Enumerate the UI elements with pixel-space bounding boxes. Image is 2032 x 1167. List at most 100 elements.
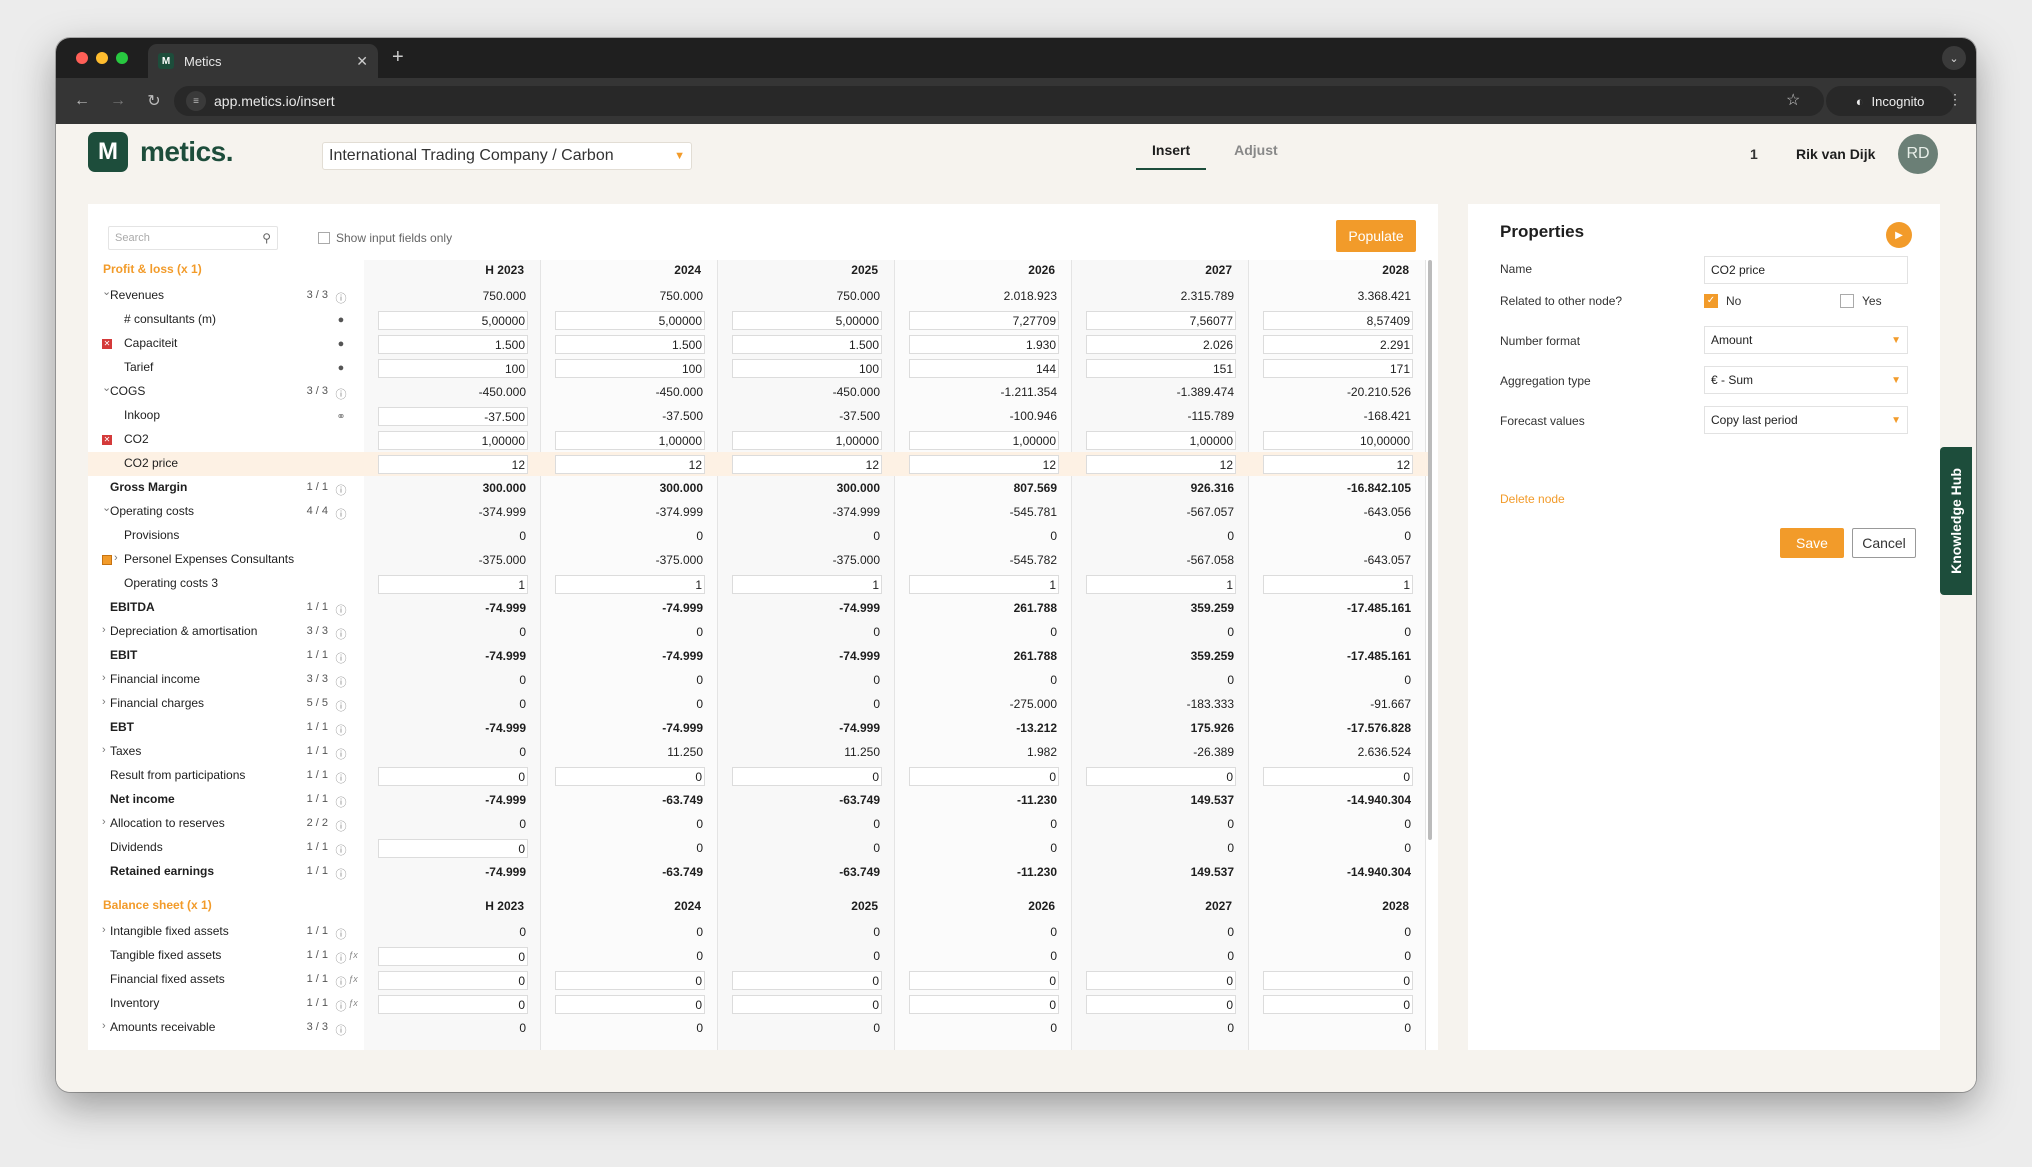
value-input[interactable]: 8,57409	[1263, 311, 1413, 330]
chevron-icon[interactable]: ⌄	[102, 286, 112, 298]
reload-icon[interactable]: ↻	[147, 93, 161, 110]
new-tab-icon[interactable]: +	[392, 46, 404, 68]
delete-node-link[interactable]: Delete node	[1500, 492, 1565, 506]
chevron-icon[interactable]: ›	[102, 744, 106, 756]
chevron-icon[interactable]: ›	[102, 672, 106, 684]
value-input[interactable]: 0	[555, 971, 705, 990]
value-input[interactable]: 1.930	[909, 335, 1059, 354]
value-input[interactable]: 1	[1086, 575, 1236, 594]
number-format-select[interactable]: Amount ▼	[1704, 326, 1908, 354]
table-row[interactable]: ⌄ Revenues 3 / 3 ⓘ 750.000 750.000 750.000 2.01…	[88, 284, 1428, 308]
info-icon[interactable]: ⓘ	[335, 677, 347, 689]
forecast-select[interactable]: Copy last period ▼	[1704, 406, 1908, 434]
table-row[interactable]: # consultants (m) ● 5,00000 5,00000 5,00000 7…	[88, 308, 1428, 332]
value-input[interactable]: 1	[555, 575, 705, 594]
value-input[interactable]: 1	[378, 575, 528, 594]
info-icon[interactable]: ⓘ	[335, 701, 347, 713]
value-input[interactable]: 1,00000	[909, 431, 1059, 450]
value-input[interactable]: 1	[1263, 575, 1413, 594]
value-input[interactable]: 171	[1263, 359, 1413, 378]
tab-insert[interactable]: Insert	[1136, 136, 1207, 170]
value-input[interactable]: 0	[1263, 995, 1413, 1014]
info-icon[interactable]: ⓘ	[335, 389, 347, 401]
table-row[interactable]: CO2 price 12 12 12 12 12 12	[88, 452, 1428, 476]
back-icon[interactable]: ←	[74, 92, 90, 109]
minimize-window-icon[interactable]	[96, 52, 108, 64]
tab-search-chevron-icon[interactable]: ⌄	[1942, 46, 1966, 70]
info-icon[interactable]: ⓘ	[335, 977, 347, 989]
info-icon[interactable]: ⓘ	[335, 797, 347, 809]
function-icon[interactable]: ƒx	[348, 998, 358, 1008]
value-input[interactable]: 151	[1086, 359, 1236, 378]
table-row[interactable]: › Taxes 1 / 1 ⓘ 0 11.250 11.250 1.982 -26.389 2.6…	[88, 740, 1428, 764]
chevron-icon[interactable]: ›	[102, 924, 106, 936]
value-input[interactable]: 1.500	[732, 335, 882, 354]
table-row[interactable]: Provisions 0 0 0 0 0 0	[88, 524, 1428, 548]
tab-adjust[interactable]: Adjust	[1234, 142, 1278, 158]
bs-section-title[interactable]: Balance sheet (x 1)	[103, 898, 212, 912]
chevron-icon[interactable]: ›	[102, 696, 106, 708]
related-no-option[interactable]: ✓ No	[1704, 294, 1741, 308]
value-input[interactable]: 1,00000	[378, 431, 528, 450]
notification-count[interactable]: 1	[1750, 146, 1758, 162]
value-input[interactable]: 1,00000	[555, 431, 705, 450]
chevron-icon[interactable]: ›	[102, 816, 106, 828]
table-row[interactable]: EBITDA 1 / 1 ⓘ -74.999 -74.999 -74.999 261.788…	[88, 596, 1428, 620]
table-row[interactable]: › Allocation to reserves 2 / 2 ⓘ 0 0 0 0 0 0	[88, 812, 1428, 836]
table-row[interactable]: Operating costs 3 1 1 1 1 1 1	[88, 572, 1428, 596]
info-icon[interactable]: ⓘ	[335, 509, 347, 521]
tab-close-icon[interactable]: ✕	[356, 52, 368, 69]
avatar[interactable]: RD	[1898, 134, 1938, 174]
value-input[interactable]: 5,00000	[555, 311, 705, 330]
info-icon[interactable]: ⓘ	[335, 869, 347, 881]
table-row[interactable]: ✕ CO2 1,00000 1,00000 1,00000 1,00000 1,00000 1…	[88, 428, 1428, 452]
site-settings-icon[interactable]: ≡	[186, 91, 206, 111]
table-row[interactable]: › Intangible fixed assets 1 / 1 ⓘ 0 0 0 0 0 0	[88, 920, 1428, 944]
table-row[interactable]: EBIT 1 / 1 ⓘ -74.999 -74.999 -74.999 261.788 35…	[88, 644, 1428, 668]
table-row[interactable]: EBT 1 / 1 ⓘ -74.999 -74.999 -74.999 -13.212 175…	[88, 716, 1428, 740]
value-input[interactable]: 0	[1263, 767, 1413, 786]
value-input[interactable]: 12	[909, 455, 1059, 474]
browser-menu-icon[interactable]: ⋮	[1948, 91, 1962, 107]
address-bar[interactable]: ≡ app.metics.io/insert	[174, 86, 1824, 116]
value-input[interactable]: 0	[555, 995, 705, 1014]
value-input[interactable]: 0	[378, 839, 528, 858]
cancel-button[interactable]: Cancel	[1852, 528, 1916, 558]
forward-icon[interactable]: →	[110, 92, 126, 109]
value-input[interactable]: 0	[1086, 995, 1236, 1014]
value-input[interactable]: 7,56077	[1086, 311, 1236, 330]
table-row[interactable]: › Financial income 3 / 3 ⓘ 0 0 0 0 0 0	[88, 668, 1428, 692]
table-row[interactable]: Result from participations 1 / 1 ⓘ 0 0 0 0 0 0	[88, 764, 1428, 788]
value-input[interactable]: 100	[378, 359, 528, 378]
info-icon[interactable]: ⓘ	[335, 485, 347, 497]
value-input[interactable]: 0	[1086, 767, 1236, 786]
incognito-indicator[interactable]: ◐ Incognito	[1826, 86, 1954, 116]
value-input[interactable]: 12	[378, 455, 528, 474]
formula-dot-icon[interactable]: ●	[337, 338, 345, 350]
info-icon[interactable]: ⓘ	[335, 773, 347, 785]
user-name[interactable]: Rik van Dijk	[1796, 146, 1876, 162]
pl-section-title[interactable]: Profit & loss (x 1)	[103, 262, 202, 276]
value-input[interactable]: 100	[555, 359, 705, 378]
info-icon[interactable]: ⓘ	[335, 629, 347, 641]
value-input[interactable]: 100	[732, 359, 882, 378]
info-icon[interactable]: ⓘ	[335, 1001, 347, 1013]
info-icon[interactable]: ⓘ	[335, 653, 347, 665]
table-row[interactable]: ⌄ Operating costs 4 / 4 ⓘ -374.999 -374.999 -3…	[88, 500, 1428, 524]
info-icon[interactable]: ⓘ	[335, 953, 347, 965]
knowledge-hub-tab[interactable]: Knowledge Hub	[1940, 447, 1972, 595]
info-icon[interactable]: ⓘ	[335, 1025, 347, 1037]
related-yes-option[interactable]: Yes	[1840, 294, 1882, 308]
bookmark-star-icon[interactable]: ☆	[1786, 92, 1801, 109]
value-input[interactable]: 0	[555, 767, 705, 786]
table-row[interactable]: ✕ Capaciteit ● 1.500 1.500 1.500 1.930 2.026 2.2…	[88, 332, 1428, 356]
table-row[interactable]: › Financial charges 5 / 5 ⓘ 0 0 0 -275.000 -183.…	[88, 692, 1428, 716]
info-icon[interactable]: ⓘ	[335, 749, 347, 761]
populate-button[interactable]: Populate	[1336, 220, 1416, 252]
chevron-icon[interactable]: ›	[102, 624, 106, 636]
value-input[interactable]: 1	[732, 575, 882, 594]
value-input[interactable]: 1,00000	[732, 431, 882, 450]
formula-dot-icon[interactable]: ●	[337, 362, 345, 374]
save-button[interactable]: Save	[1780, 528, 1844, 558]
chevron-icon[interactable]: ⌄	[102, 502, 112, 514]
